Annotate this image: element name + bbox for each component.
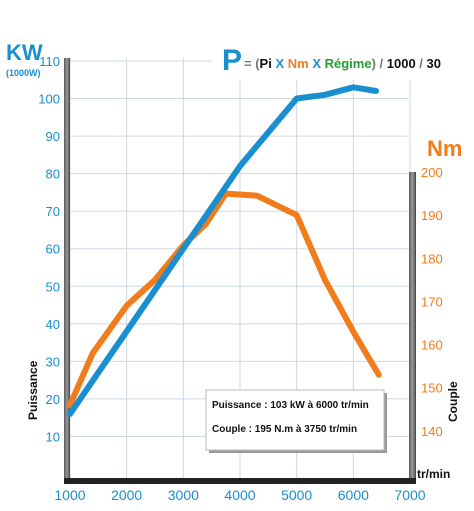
- formula-nm: Nm: [288, 56, 309, 71]
- left-tick-label: 90: [46, 129, 60, 144]
- right-axis-unit: Nm: [427, 136, 462, 161]
- x-tick-label: 7000: [394, 487, 425, 503]
- x-tick-label: 2000: [111, 487, 142, 503]
- series-line-puissance: [67, 84, 379, 417]
- left-tick-label: 110: [39, 54, 60, 69]
- formula-slash1: /: [376, 56, 387, 71]
- left-tick-label: 30: [46, 354, 60, 369]
- formula-regime: Régime: [325, 56, 372, 71]
- info-box: [205, 389, 385, 451]
- left-axis-label: Puissance: [26, 360, 40, 420]
- left-axis-bar: [64, 58, 70, 483]
- x-tick-label: 5000: [281, 487, 312, 503]
- formula-close: ): [372, 56, 376, 71]
- left-tick-label: 80: [46, 167, 60, 182]
- left-axis-ticks: 10 20 30 40 50 60 70 80 90 100 110: [38, 54, 60, 444]
- left-axis-unit: KW: [6, 40, 43, 65]
- left-axis-subunit: (1000W): [6, 68, 41, 78]
- right-tick-label: 190: [421, 208, 443, 223]
- x-tick-label: 6000: [338, 487, 369, 503]
- formula-box: [212, 40, 467, 80]
- left-tick-label: 60: [46, 242, 60, 257]
- formula-x2: X: [309, 56, 325, 71]
- series-line-couple: [67, 190, 382, 408]
- x-axis-ticks: 1000 2000 3000 4000 5000 6000 7000: [54, 487, 425, 503]
- right-axis-ticks: 140 150 160 170 180 190 200: [421, 165, 443, 439]
- formula-eq: = (: [244, 56, 260, 71]
- formula-d1: 1000: [387, 56, 416, 71]
- formula-slash2: /: [416, 56, 427, 71]
- right-axis-bar: [409, 172, 416, 483]
- left-tick-label: 20: [46, 392, 60, 407]
- formula-pi: Pi: [260, 56, 272, 71]
- info-puissance: Puissance : 103 kW à 6000 tr/min: [212, 400, 369, 411]
- formula-d2: 30: [427, 56, 441, 71]
- left-tick-label: 100: [38, 92, 60, 107]
- x-tick-label: 3000: [168, 487, 199, 503]
- right-tick-label: 200: [421, 165, 443, 180]
- left-tick-label: 50: [46, 279, 60, 294]
- right-tick-label: 170: [421, 294, 443, 309]
- info-couple: Couple : 195 N.m à 3750 tr/min: [212, 424, 357, 435]
- right-tick-label: 150: [421, 381, 443, 396]
- right-tick-label: 160: [421, 338, 443, 353]
- x-axis-bar: [64, 478, 416, 484]
- x-axis-unit: tr/min: [417, 467, 450, 481]
- formula-x1: X: [272, 56, 288, 71]
- x-tick-label: 4000: [224, 487, 255, 503]
- left-tick-label: 70: [46, 204, 60, 219]
- right-tick-label: 140: [421, 424, 443, 439]
- left-tick-label: 10: [46, 429, 60, 444]
- formula-text: = (Pi X Nm X Régime) / 1000 / 30: [244, 56, 441, 71]
- right-tick-label: 180: [421, 251, 443, 266]
- formula-p: P: [222, 44, 242, 77]
- left-tick-label: 40: [46, 317, 60, 332]
- x-tick-label: 1000: [54, 487, 85, 503]
- right-axis-label: Couple: [446, 381, 460, 422]
